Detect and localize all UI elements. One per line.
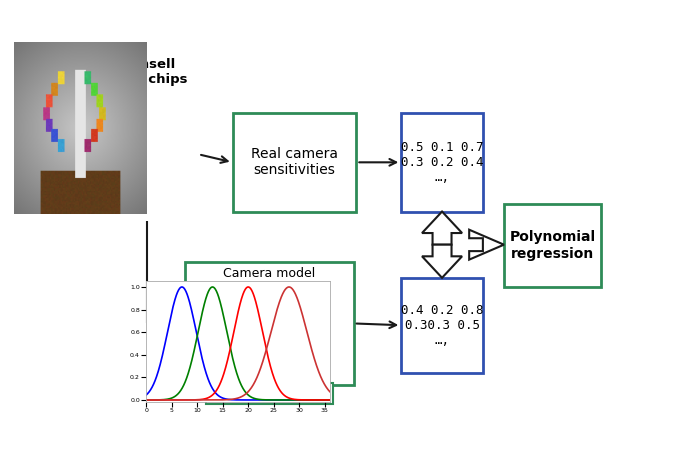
FancyBboxPatch shape — [401, 113, 483, 212]
Polygon shape — [422, 212, 462, 245]
Text: Polynomial
regression: Polynomial regression — [509, 231, 596, 261]
Text: 0.4 0.2 0.8
0.30.3 0.5
…,: 0.4 0.2 0.8 0.30.3 0.5 …, — [401, 304, 483, 347]
Text: Real camera
sensitivities: Real camera sensitivities — [251, 147, 338, 178]
FancyBboxPatch shape — [185, 262, 354, 385]
FancyBboxPatch shape — [504, 205, 602, 287]
Text: Camera model: Camera model — [223, 267, 316, 280]
FancyBboxPatch shape — [401, 278, 483, 372]
Polygon shape — [469, 230, 504, 259]
Polygon shape — [422, 245, 462, 278]
Text: Munsell
color chips: Munsell color chips — [106, 58, 188, 86]
FancyBboxPatch shape — [233, 113, 356, 212]
Text: 0.5 0.1 0.7
0.3 0.2 0.4
…,: 0.5 0.1 0.7 0.3 0.2 0.4 …, — [401, 141, 483, 184]
Text: Virtual sensitivities: Virtual sensitivities — [210, 387, 329, 400]
